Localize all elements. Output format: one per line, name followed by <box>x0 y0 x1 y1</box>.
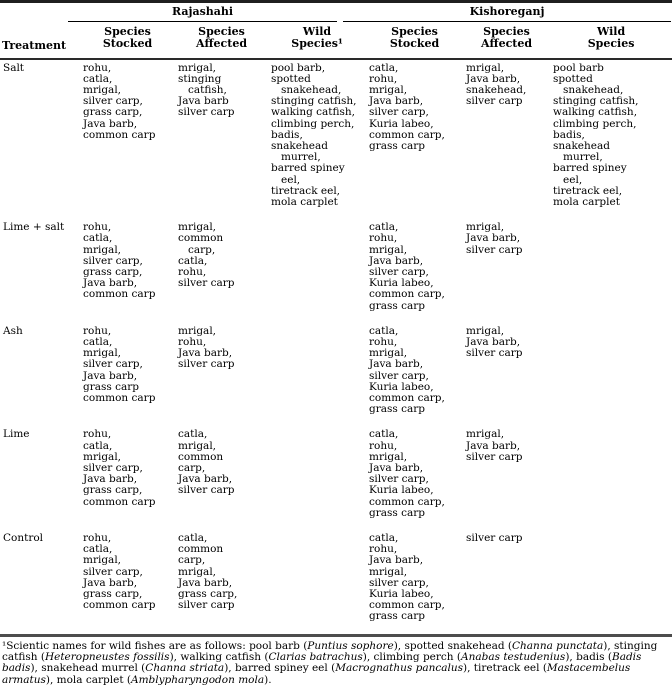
header-raj-species-affected: Species Affected <box>175 22 268 60</box>
table-row-control: Control rohu, catla, mrigal, silver carp… <box>0 530 672 635</box>
cell-raj-species-affected: catla, mrigal, common carp, Java barb, s… <box>178 428 235 497</box>
treatment-column-header: Treatment <box>0 1 80 60</box>
cell-treatment: Lime <box>3 428 30 441</box>
cell-kis-species-stocked: catla, rohu, mrigal, Java barb, silver c… <box>369 324 445 416</box>
table-row-ash: Ash rohu, catla, mrigal, silver carp, Ja… <box>0 323 672 427</box>
cell-kis-wild-species <box>550 219 672 323</box>
cell-raj-species-stocked: rohu, catla, mrigal, silver carp, Java b… <box>83 324 156 404</box>
cell-kis-species-stocked: catla, rohu, mrigal, Java barb, silver c… <box>369 221 445 312</box>
group-header-kishoreganj-label: Kishoreganj <box>343 5 672 22</box>
cell-treatment: Ash <box>3 324 23 337</box>
group-header-rajashahi: Rajashahi <box>68 2 366 23</box>
table-row-salt: Salt rohu, catla, mrigal, silver carp, g… <box>0 59 672 220</box>
cell-raj-wild-species <box>268 530 366 635</box>
cell-kis-species-affected: mrigal, Java barb, silver carp <box>466 221 523 256</box>
cell-raj-wild-species: pool barb, spotted snakehead, stinging c… <box>271 61 357 208</box>
cell-raj-species-stocked: rohu, catla, mrigal, silver carp, Java b… <box>83 532 156 612</box>
header-kis-species-affected: Species Affected <box>463 22 551 60</box>
cell-raj-species-stocked: rohu, catla, mrigal, silver carp, grass … <box>83 221 156 301</box>
cell-raj-wild-species <box>268 219 366 323</box>
cell-kis-species-stocked: catla, rohu, Java barb, mrigal, silver c… <box>369 532 445 623</box>
table-row-lime: Lime rohu, catla, mrigal, silver carp, J… <box>0 426 672 530</box>
cell-raj-wild-species <box>268 323 366 427</box>
cell-raj-species-affected: mrigal, stinging catfish, Java barb silv… <box>178 61 235 119</box>
cell-raj-species-stocked: rohu, catla, mrigal, silver carp, grass … <box>83 61 156 141</box>
group-header-rajashahi-label: Rajashahi <box>68 5 338 22</box>
cell-raj-wild-species <box>268 426 366 530</box>
treatment-species-table: Treatment Rajashahi Kishoreganj Species … <box>0 0 672 637</box>
cell-kis-species-affected: mrigal, Java barb, snakehead, silver car… <box>466 61 527 108</box>
footnote: ¹Scientic names for wild fishes are as f… <box>2 639 658 686</box>
header-kis-species-stocked: Species Stocked <box>366 22 464 60</box>
group-header-kishoreganj: Kishoreganj <box>343 2 672 23</box>
cell-treatment: Control <box>3 532 44 545</box>
cell-raj-species-stocked: rohu, catla, mrigal, silver carp, Java b… <box>83 428 156 508</box>
cell-kis-wild-species <box>550 426 672 530</box>
cell-kis-species-affected: mrigal, Java barb, silver carp <box>466 324 523 360</box>
cell-kis-species-stocked: catla, rohu, mrigal, Java barb, silver c… <box>369 428 445 519</box>
sub-header-row: Species Stocked Species Affected Wild Sp… <box>0 22 672 60</box>
cell-kis-wild-species: pool barb spotted snakehead, stinging ca… <box>553 61 639 208</box>
cell-kis-species-stocked: catla, rohu, mrigal, Java barb, silver c… <box>369 61 445 152</box>
header-raj-wild-species: Wild Species¹ <box>268 22 367 60</box>
header-raj-species-stocked: Species Stocked <box>80 22 175 60</box>
cell-raj-species-affected: mrigal, rohu, Java barb, silver carp <box>178 324 235 371</box>
cell-raj-species-affected: catla, common carp, mrigal, Java barb, g… <box>178 532 238 612</box>
cell-treatment: Lime + salt <box>3 221 65 234</box>
group-header-row: Treatment Rajashahi Kishoreganj <box>0 1 672 60</box>
cell-kis-wild-species <box>550 323 672 427</box>
cell-raj-species-affected: mrigal, common carp, catla, rohu, silver… <box>178 221 235 290</box>
cell-kis-species-affected: silver carp <box>466 532 523 545</box>
header-kis-wild-species: Wild Species <box>550 22 672 60</box>
cell-treatment: Salt <box>3 61 25 74</box>
cell-kis-wild-species <box>550 530 672 635</box>
cell-kis-species-affected: mrigal, Java barb, silver carp <box>466 428 523 463</box>
table-row-lime-salt: Lime + salt rohu, catla, mrigal, silver … <box>0 219 672 323</box>
